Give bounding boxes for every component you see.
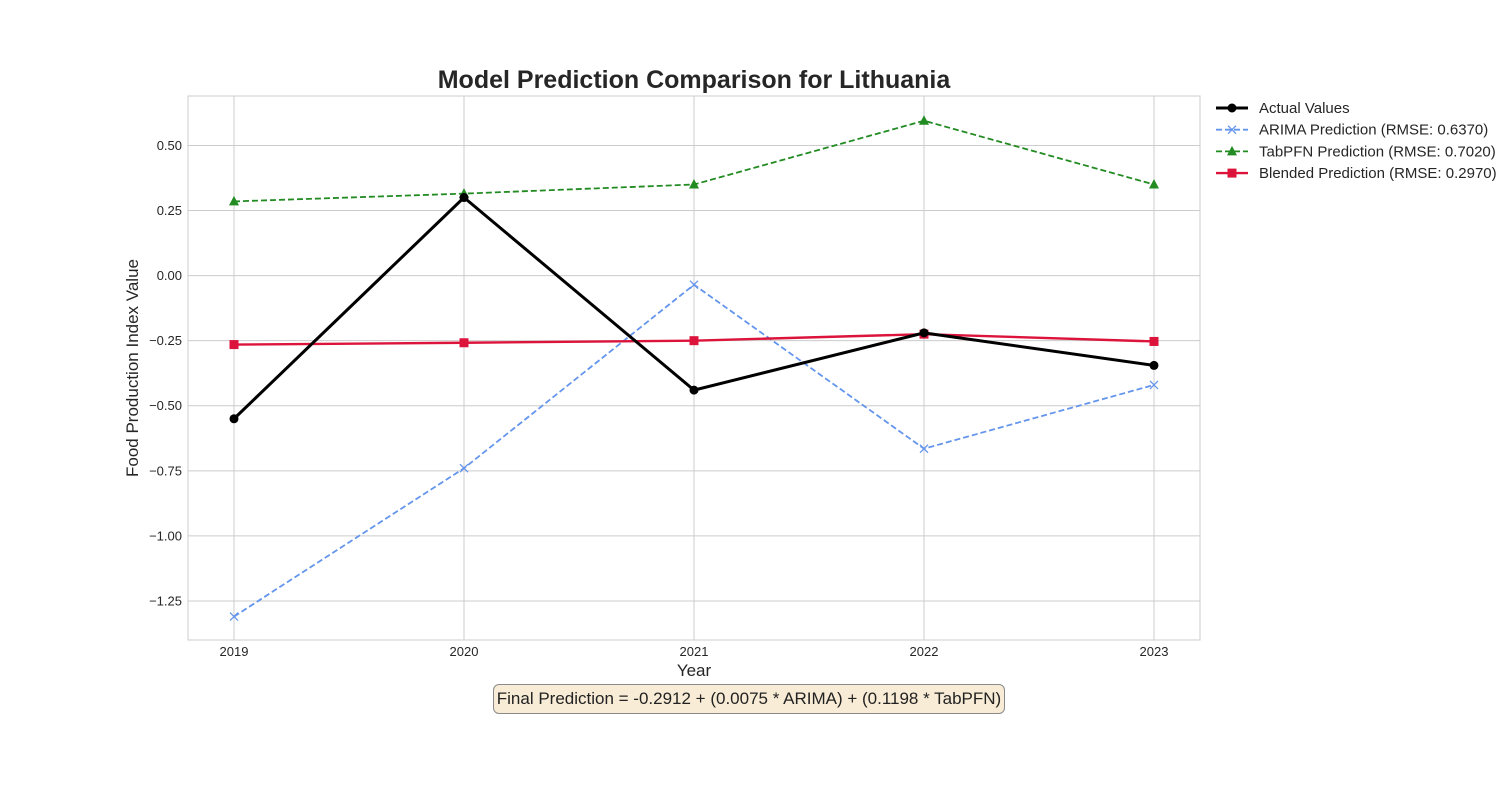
legend: Actual Values ARIMA Prediction (RMSE: 0.6… [1216,100,1497,182]
x-tick-label: 2023 [1140,644,1169,659]
series-group [229,115,1159,622]
y-axis-label: Food Production Index Value [123,259,142,477]
data-point [1149,336,1159,346]
plot-frame [187,95,1201,641]
y-tick-label: −1.00 [149,528,182,543]
legend-marker [1227,145,1237,156]
legend-marker [1227,125,1237,135]
data-point [459,193,469,203]
x-axis-label: Year [677,661,712,680]
data-point [919,444,929,454]
tick-labels: 2019 2020 2021 2022 2023 0.50 0.25 0.00 −0.25 −0.… [149,138,1168,659]
y-tick-label: −0.50 [149,398,182,413]
y-tick-label: 0.25 [157,203,182,218]
x-tick-label: 2022 [910,644,939,659]
data-point [689,336,699,346]
legend-marker [1227,168,1237,178]
data-point [459,463,469,473]
data-point [689,385,699,395]
formula-annotation: Final Prediction = -0.2912 + (0.0075 * A… [493,684,1005,714]
series-1 [229,280,1159,622]
x-tick-label: 2021 [680,644,709,659]
legend-label: ARIMA Prediction (RMSE: 0.6370) [1259,122,1488,139]
y-tick-label: −1.25 [149,593,182,608]
data-point [459,338,469,348]
data-point [1149,360,1159,370]
legend-item: ARIMA Prediction (RMSE: 0.6370) [1216,122,1488,139]
legend-item: Actual Values [1216,100,1350,117]
data-point [919,328,929,338]
legend-marker [1227,103,1237,113]
x-tick-label: 2020 [450,644,479,659]
legend-label: Actual Values [1259,100,1350,117]
y-tick-label: −0.25 [149,333,182,348]
data-point [1149,178,1159,189]
legend-item: TabPFN Prediction (RMSE: 0.7020) [1216,143,1496,160]
data-point [229,414,239,424]
data-point [229,195,239,206]
legend-item: Blended Prediction (RMSE: 0.2970) [1216,165,1497,182]
legend-label: TabPFN Prediction (RMSE: 0.7020) [1259,143,1496,160]
data-point [919,115,929,125]
chart-title: Model Prediction Comparison for Lithuani… [438,66,952,94]
data-point [1149,380,1159,390]
data-point [689,178,699,189]
data-point [689,280,699,290]
series-0 [229,193,1159,424]
legend-label: Blended Prediction (RMSE: 0.2970) [1259,165,1497,182]
data-point [229,612,239,622]
data-point [229,340,239,350]
y-tick-label: 0.50 [157,138,182,153]
y-tick-label: 0.00 [157,268,182,283]
y-tick-label: −0.75 [149,463,182,478]
x-tick-label: 2019 [220,644,249,659]
